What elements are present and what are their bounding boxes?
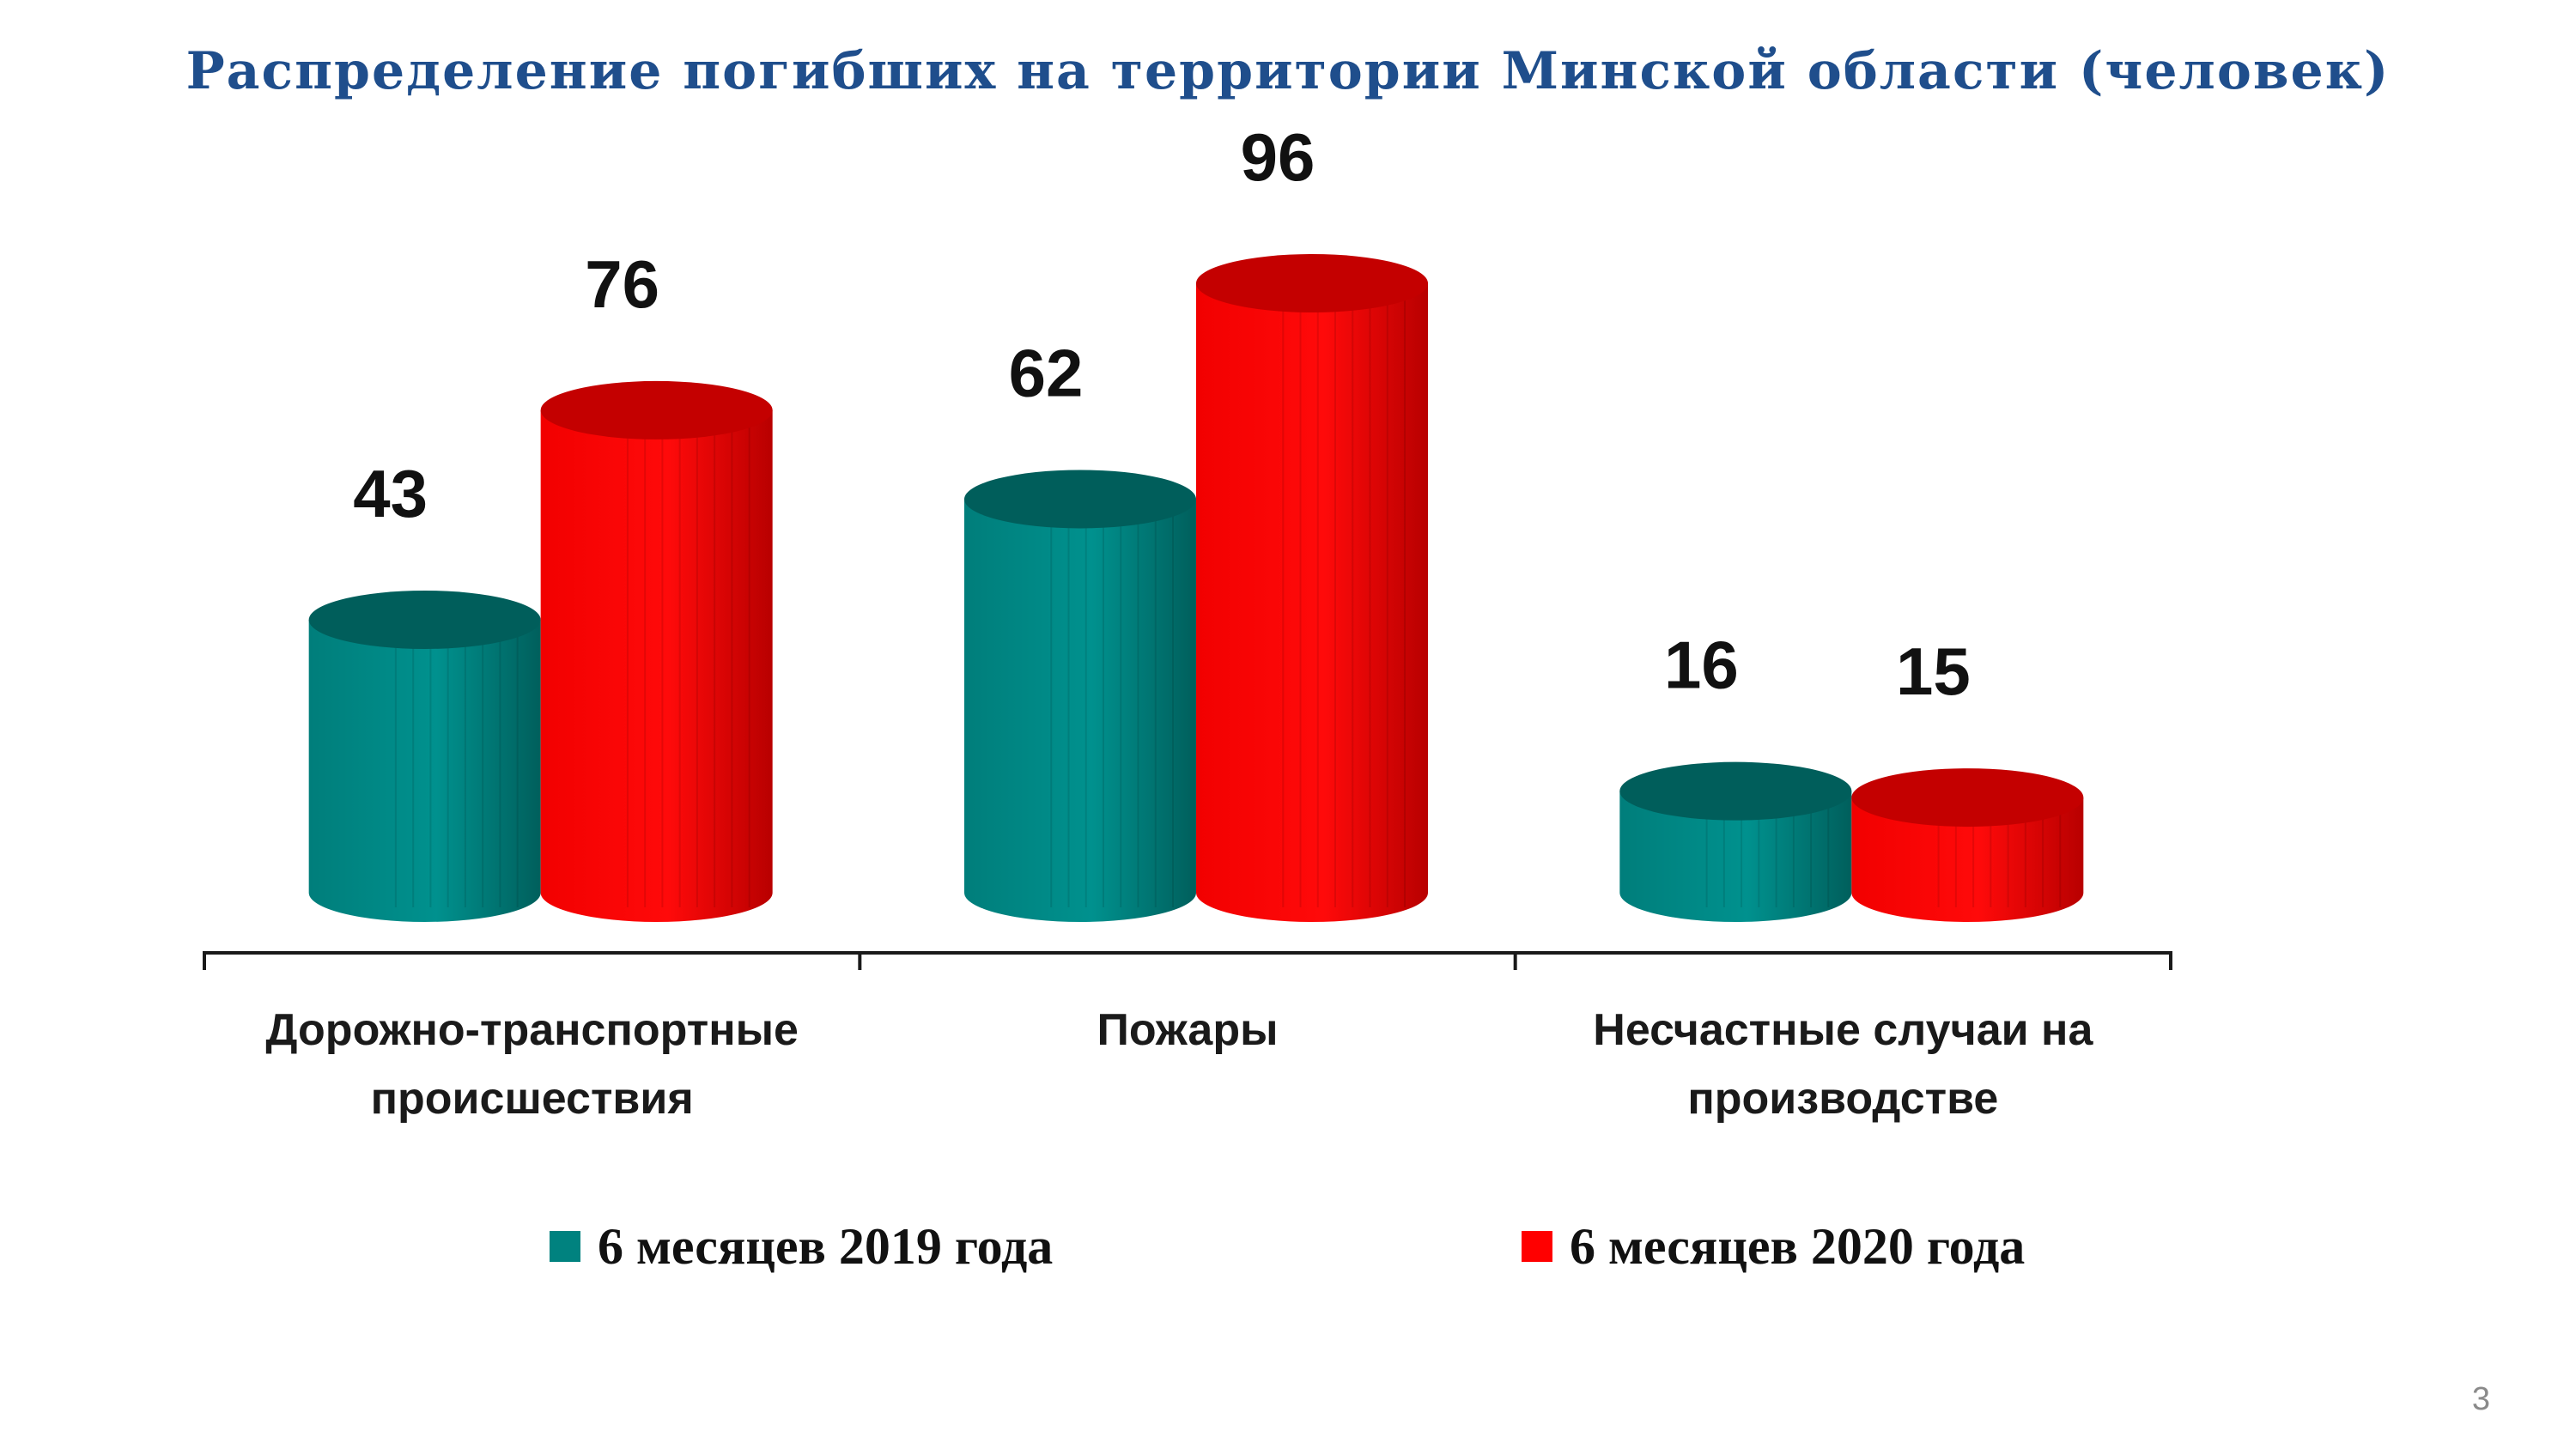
data-label-fires-2019: 62 <box>1009 335 1084 410</box>
data-label-road-2019: 43 <box>353 456 428 531</box>
bar-road-2019 <box>308 590 541 922</box>
slide-title: Распределение погибших на территории Мин… <box>185 41 2391 101</box>
legend-label-2020: 6 месяцев 2020 года <box>1570 1217 2026 1275</box>
legend-swatch-2020 <box>1522 1231 1552 1262</box>
legend-item-2020: 6 месяцев 2020 года <box>1522 1212 2025 1281</box>
bar-workplace-2020 <box>1851 768 2084 922</box>
legend-swatch-2019 <box>550 1231 580 1262</box>
category-label-fires: Пожары <box>1097 1005 1279 1055</box>
data-label-road-2020: 76 <box>585 246 659 322</box>
category-label-workplace: Несчастные случаи на производстве <box>1593 1005 2093 1124</box>
legend-item-2019: 6 месяцев 2019 года <box>550 1212 1053 1281</box>
category-label-road: Дорожно-транспортные происшествия <box>265 1005 799 1124</box>
data-label-fires-2020: 96 <box>1241 119 1315 195</box>
x-axis <box>203 951 2172 970</box>
bar-fires-2020 <box>1196 254 1428 922</box>
bar-fires-2019 <box>964 470 1196 922</box>
data-labels: 43 76 62 96 16 15 <box>353 119 1970 709</box>
data-label-workplace-2019: 16 <box>1664 627 1739 703</box>
data-label-workplace-2020: 15 <box>1896 634 1971 709</box>
legend-label-2019: 6 месяцев 2019 года <box>598 1217 1054 1275</box>
bars <box>308 254 2084 923</box>
bar-workplace-2019 <box>1619 761 1852 922</box>
page-number: 3 <box>2471 1381 2490 1417</box>
bar-road-2020 <box>540 380 773 923</box>
